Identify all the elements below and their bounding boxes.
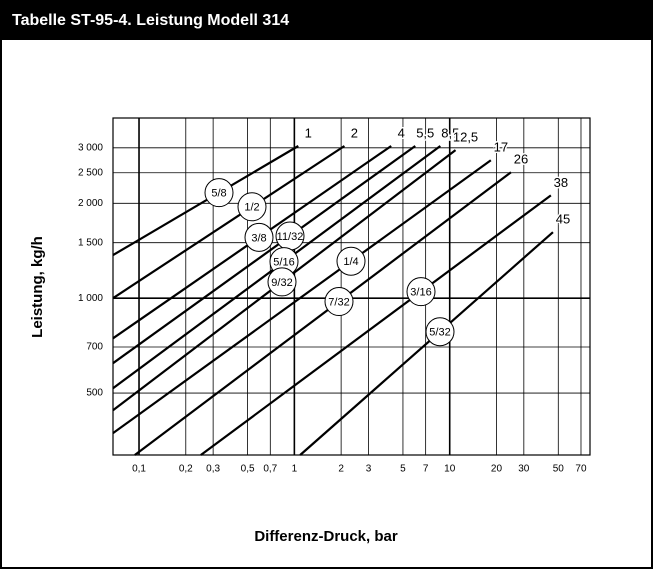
y-tick-label: 2 500 xyxy=(78,167,103,178)
x-tick-label: 20 xyxy=(491,464,503,475)
x-tick-label: 70 xyxy=(575,464,587,475)
series-label: 8,5 xyxy=(441,125,459,140)
x-tick-label: 1 xyxy=(292,464,298,475)
x-tick-label: 5 xyxy=(400,464,406,475)
series-label: 1 xyxy=(305,125,312,140)
line xyxy=(299,231,554,456)
series-label: 4 xyxy=(398,125,405,140)
size-label: 5/8 xyxy=(211,188,226,200)
x-tick-label: 0,2 xyxy=(179,464,193,475)
size-label: 1/4 xyxy=(343,256,358,268)
line xyxy=(112,145,346,300)
series-label: 5,5 xyxy=(416,125,434,140)
x-axis-label: Differenz-Druck, bar xyxy=(254,528,398,545)
x-tick-label: 0,3 xyxy=(206,464,220,475)
series-label: 26 xyxy=(514,152,528,167)
size-marker xyxy=(336,246,366,276)
line xyxy=(200,194,552,456)
size-marker xyxy=(244,222,274,252)
x-tick-label: 10 xyxy=(444,464,456,475)
y-tick-label: 500 xyxy=(86,388,103,399)
size-marker xyxy=(324,287,354,317)
x-tick-label: 30 xyxy=(518,464,530,475)
x-tick-label: 0,1 xyxy=(132,464,146,475)
size-marker xyxy=(237,192,267,222)
y-tick-label: 3 000 xyxy=(78,142,103,153)
header xyxy=(0,0,653,40)
line xyxy=(134,171,512,456)
y-tick-label: 700 xyxy=(86,342,103,353)
size-marker xyxy=(204,178,234,208)
line xyxy=(112,159,492,435)
x-tick-label: 2 xyxy=(338,464,344,475)
y-axis-label: Leistung, kg/h xyxy=(29,236,46,338)
size-label: 5/16 xyxy=(273,257,294,269)
size-label: 5/32 xyxy=(429,327,450,339)
size-label: 3/8 xyxy=(251,232,266,244)
size-marker xyxy=(406,277,436,307)
x-tick-label: 0,5 xyxy=(241,464,255,475)
series-label: 12,5 xyxy=(453,130,478,145)
x-tick-label: 0,7 xyxy=(263,464,277,475)
series-label: 45 xyxy=(556,212,570,227)
plot-frame xyxy=(112,117,591,456)
size-marker xyxy=(267,267,297,297)
series-label: 17 xyxy=(494,140,508,155)
size-label: 7/32 xyxy=(328,296,349,308)
chart-title: Tabelle ST-95-4. Leistung Modell 314 xyxy=(12,12,289,29)
x-tick-label: 7 xyxy=(423,464,429,475)
y-tick-label: 1 500 xyxy=(78,237,103,248)
size-label: 11/32 xyxy=(277,231,304,243)
x-tick-label: 50 xyxy=(553,464,565,475)
y-tick-label: 1 000 xyxy=(78,293,103,304)
line xyxy=(112,145,416,365)
series-label: 38 xyxy=(554,175,568,190)
size-marker xyxy=(425,317,455,347)
series-label: 2 xyxy=(351,125,358,140)
size-label: 9/32 xyxy=(271,277,292,289)
line xyxy=(112,145,299,257)
size-label: 1/2 xyxy=(244,202,259,214)
size-label: 3/16 xyxy=(410,287,431,299)
y-tick-label: 2 000 xyxy=(78,198,103,209)
x-tick-label: 3 xyxy=(366,464,372,475)
